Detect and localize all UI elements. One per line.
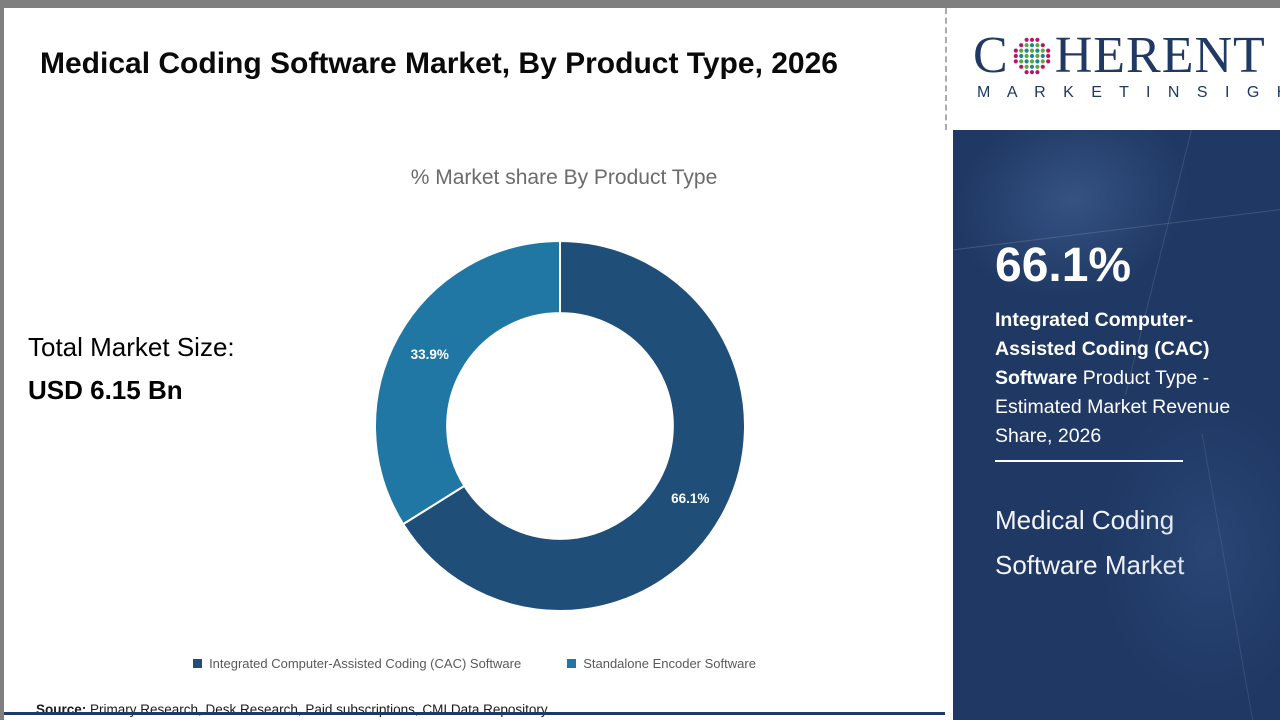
map-graticule-line (1124, 130, 1199, 396)
map-graticule-line (1201, 433, 1276, 720)
legend-swatch-icon (193, 659, 203, 668)
total-market-value: USD 6.15 Bn (28, 375, 183, 405)
coherent-logo: C HERENT (973, 27, 1266, 84)
donut-segment-label-2: 33.9% (411, 347, 449, 362)
globe-dots-icon (1013, 37, 1050, 75)
main-panel: Medical Coding Software Market, By Produ… (4, 8, 945, 720)
legend-label: Standalone Encoder Software (583, 656, 756, 671)
donut-segment-2 (374, 239, 561, 526)
total-market-label: Total Market Size: (28, 332, 235, 362)
chart-legend: Integrated Computer-Assisted Coding (CAC… (4, 656, 945, 671)
sidebar-stat-value: 66.1% (995, 239, 1132, 292)
bottom-accent-rule (4, 712, 945, 715)
sidebar-stat-segment-name: Integrated Computer-Assisted Coding (CAC… (995, 309, 1210, 389)
donut-segment-1 (401, 239, 746, 612)
market-name-line1: Medical Coding (995, 505, 1175, 535)
legend-item-1: Integrated Computer-Assisted Coding (CAC… (193, 656, 521, 671)
sidebar-stat-description: Integrated Computer-Assisted Coding (CAC… (995, 306, 1247, 451)
sidebar-underline-rule (995, 460, 1183, 462)
top-border-bar (0, 0, 1280, 8)
page-title: Medical Coding Software Market, By Produ… (40, 47, 838, 80)
sidebar-panel: 66.1% Integrated Computer-Assisted Codin… (953, 130, 1280, 720)
donut-segment-label-1: 66.1% (671, 491, 709, 506)
market-name-line2: Software Market (995, 550, 1185, 580)
legend-label: Integrated Computer-Assisted Coding (CAC… (209, 656, 522, 671)
logo-area: C HERENT M A R K E T I N S I G H T S (945, 8, 1280, 130)
logo-letters-rest: HERENT (1054, 27, 1266, 84)
legend-swatch-icon (567, 659, 577, 668)
left-border-bar (0, 8, 4, 720)
legend-item-2: Standalone Encoder Software (567, 656, 756, 671)
chart-title: % Market share By Product Type (410, 166, 718, 189)
logo-letter-c: C (973, 27, 1009, 84)
donut-chart: 66.1% 33.9% (340, 226, 780, 626)
logo-subtitle: M A R K E T I N S I G H T S (977, 84, 1280, 101)
total-market-block: Total Market Size: USD 6.15 Bn (28, 332, 235, 406)
sidebar-market-name: Medical Coding Software Market (995, 498, 1255, 588)
donut-chart-svg: 66.1% 33.9% (374, 239, 746, 612)
